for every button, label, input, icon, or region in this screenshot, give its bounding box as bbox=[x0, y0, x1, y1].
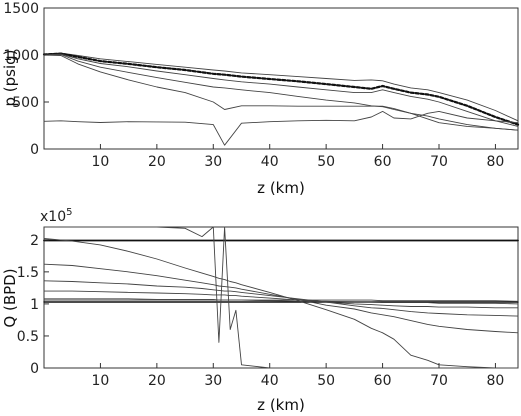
pressure-chart: 10 20 30 40 50 60 70 80 0 500 1000 1500 z (km) p (… bbox=[1, 1, 520, 197]
pressure-x-ticks: 10 20 30 40 50 60 70 80 bbox=[92, 144, 505, 170]
pressure-series-line-1 bbox=[43, 52, 519, 122]
pressure-y-tick-label: 0 bbox=[30, 142, 39, 158]
pressure-y-tick-label: 1500 bbox=[3, 1, 39, 17]
flowrate-chart: 10 20 30 40 50 60 70 80 0 0.5 1 1.5 2 x105 z (km) Q… bbox=[1, 207, 519, 414]
flowrate-x-tick-label: 10 bbox=[92, 373, 110, 389]
flowrate-x-tick-label: 30 bbox=[204, 373, 222, 389]
flowrate-y-tick-label: 1 bbox=[30, 297, 39, 313]
pressure-x-tick-label: 30 bbox=[204, 154, 222, 170]
pressure-plot-area bbox=[43, 7, 519, 150]
pressure-y-ticks: 0 500 1000 1500 bbox=[3, 1, 49, 158]
pressure-x-tick-label: 20 bbox=[148, 154, 166, 170]
pressure-y-tick-label: 500 bbox=[12, 95, 39, 111]
flowrate-x-tick-label: 80 bbox=[487, 373, 505, 389]
flowrate-series-line-6 bbox=[43, 280, 519, 317]
flowrate-y-tick-label: 0.5 bbox=[17, 329, 39, 345]
flowrate-series-line-4 bbox=[43, 238, 519, 369]
flowrate-x-tick-label: 40 bbox=[261, 373, 279, 389]
flowrate-x-axis-label: z (km) bbox=[257, 396, 305, 414]
flowrate-y-axis-label: Q (BPD) bbox=[1, 268, 19, 327]
pressure-series-line-2 bbox=[42, 52, 520, 126]
flowrate-x-tick-label: 70 bbox=[430, 373, 448, 389]
pressure-y-axis-label: p (psig) bbox=[1, 49, 19, 106]
flowrate-y-ticks: 0 0.5 1 1.5 2 bbox=[17, 233, 49, 377]
pressure-x-tick-label: 10 bbox=[92, 154, 110, 170]
flowrate-x-ticks: 10 20 30 40 50 60 70 80 bbox=[92, 363, 505, 389]
flowrate-series-group bbox=[43, 226, 519, 369]
flowrate-series-line-9 bbox=[43, 299, 519, 302]
pressure-x-tick-label: 60 bbox=[374, 154, 392, 170]
pressure-series-line-4 bbox=[43, 54, 519, 131]
pressure-x-tick-label: 40 bbox=[261, 154, 279, 170]
pressure-x-tick-label: 50 bbox=[317, 154, 335, 170]
flowrate-series-line-5 bbox=[43, 263, 519, 334]
flowrate-series-line-3 bbox=[43, 226, 519, 369]
flowrate-scale-label: x105 bbox=[40, 207, 72, 225]
pressure-series-line-3 bbox=[43, 53, 519, 127]
flowrate-y-tick-label: 0 bbox=[30, 361, 39, 377]
pressure-x-tick-label: 80 bbox=[487, 154, 505, 170]
flowrate-series-line-7 bbox=[43, 290, 519, 309]
pressure-x-axis-label: z (km) bbox=[257, 179, 305, 197]
pressure-series-line-5 bbox=[43, 54, 519, 131]
pressure-series-group bbox=[42, 52, 520, 146]
pressure-y-tick-label: 1000 bbox=[3, 48, 39, 64]
pressure-series-line-6 bbox=[43, 110, 519, 146]
flowrate-y-tick-label: 1.5 bbox=[17, 265, 39, 281]
flowrate-x-tick-label: 20 bbox=[148, 373, 166, 389]
pressure-x-tick-label: 70 bbox=[430, 154, 448, 170]
flowrate-x-tick-label: 60 bbox=[374, 373, 392, 389]
flowrate-x-tick-label: 50 bbox=[317, 373, 335, 389]
flowrate-y-tick-label: 2 bbox=[30, 233, 39, 249]
